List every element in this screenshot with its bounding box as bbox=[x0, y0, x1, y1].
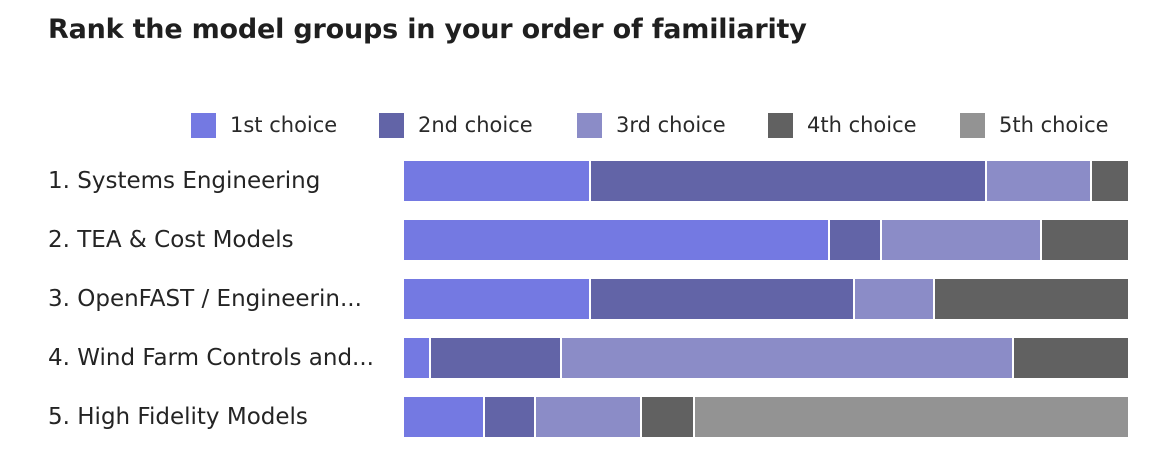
bar-segment-3rd-choice[interactable] bbox=[985, 161, 1090, 201]
legend-item-3rd-choice: 3rd choice bbox=[577, 108, 726, 142]
bar-row bbox=[404, 220, 1128, 260]
bar-segment-4th-choice[interactable] bbox=[1090, 161, 1128, 201]
bar-segment-3rd-choice[interactable] bbox=[560, 338, 1012, 378]
bar-segment-5th-choice[interactable] bbox=[693, 397, 1128, 437]
bar-segment-4th-choice[interactable] bbox=[640, 397, 693, 437]
legend-swatch-2nd-choice bbox=[379, 112, 404, 138]
bar-segment-2nd-choice[interactable] bbox=[483, 397, 534, 437]
bar-segment-1st-choice[interactable] bbox=[404, 279, 589, 319]
category-label: 5. High Fidelity Models bbox=[48, 404, 308, 430]
legend-label-1st-choice: 1st choice bbox=[230, 113, 338, 137]
bar-segment-2nd-choice[interactable] bbox=[589, 161, 985, 201]
bar-segment-3rd-choice[interactable] bbox=[880, 220, 1040, 260]
legend-item-2nd-choice: 2nd choice bbox=[379, 108, 533, 142]
category-label: 3. OpenFAST / Engineerin... bbox=[48, 286, 362, 312]
legend-label-2nd-choice: 2nd choice bbox=[418, 113, 533, 137]
legend-item-4th-choice: 4th choice bbox=[768, 108, 917, 142]
chart-title: Rank the model groups in your order of f… bbox=[48, 14, 807, 45]
bar-segment-4th-choice[interactable] bbox=[1040, 220, 1128, 260]
bar-segment-1st-choice[interactable] bbox=[404, 220, 828, 260]
category-label: 2. TEA & Cost Models bbox=[48, 227, 294, 253]
legend-item-1st-choice: 1st choice bbox=[191, 108, 337, 142]
legend-item-5th-choice: 5th choice bbox=[960, 108, 1109, 142]
category-label: 4. Wind Farm Controls and... bbox=[48, 345, 374, 371]
bar-segment-2nd-choice[interactable] bbox=[589, 279, 853, 319]
bar-segment-4th-choice[interactable] bbox=[1012, 338, 1128, 378]
bar-row bbox=[404, 161, 1128, 201]
bar-row bbox=[404, 338, 1128, 378]
legend-swatch-4th-choice bbox=[768, 112, 793, 138]
bar-segment-1st-choice[interactable] bbox=[404, 161, 589, 201]
bar-row bbox=[404, 397, 1128, 437]
bar-segment-2nd-choice[interactable] bbox=[429, 338, 560, 378]
bar-segment-4th-choice[interactable] bbox=[933, 279, 1128, 319]
legend-swatch-5th-choice bbox=[960, 112, 985, 138]
category-label: 1. Systems Engineering bbox=[48, 168, 321, 194]
legend-label-5th-choice: 5th choice bbox=[999, 113, 1109, 137]
bar-segment-1st-choice[interactable] bbox=[404, 397, 483, 437]
bar-segment-3rd-choice[interactable] bbox=[853, 279, 933, 319]
chart-legend: 1st choice 2nd choice 3rd choice 4th cho… bbox=[0, 108, 1154, 142]
legend-swatch-1st-choice bbox=[191, 112, 216, 138]
legend-swatch-3rd-choice bbox=[577, 112, 602, 138]
legend-label-3rd-choice: 3rd choice bbox=[616, 113, 726, 137]
bar-segment-3rd-choice[interactable] bbox=[534, 397, 640, 437]
bar-segment-2nd-choice[interactable] bbox=[828, 220, 880, 260]
legend-label-4th-choice: 4th choice bbox=[807, 113, 917, 137]
bar-row bbox=[404, 279, 1128, 319]
bar-segment-1st-choice[interactable] bbox=[404, 338, 429, 378]
